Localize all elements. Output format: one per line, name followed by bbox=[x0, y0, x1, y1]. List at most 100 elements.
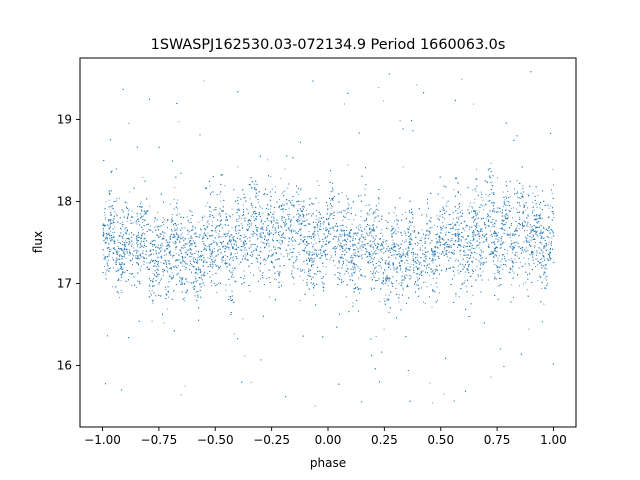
data-point bbox=[179, 213, 181, 215]
data-point bbox=[418, 264, 420, 265]
data-point bbox=[136, 215, 138, 217]
data-point bbox=[471, 235, 473, 237]
data-point bbox=[243, 249, 245, 251]
data-point bbox=[461, 209, 463, 211]
data-point bbox=[252, 236, 254, 237]
data-point bbox=[339, 275, 341, 277]
data-point bbox=[395, 268, 397, 270]
data-point bbox=[132, 222, 134, 224]
data-point bbox=[373, 275, 374, 277]
data-point bbox=[401, 271, 403, 273]
data-point bbox=[506, 265, 507, 267]
data-point bbox=[154, 265, 156, 267]
data-point bbox=[302, 279, 304, 281]
data-point bbox=[198, 221, 200, 223]
data-point bbox=[393, 269, 395, 271]
data-point bbox=[498, 237, 500, 239]
data-point bbox=[482, 271, 484, 273]
data-point bbox=[126, 220, 128, 222]
data-point bbox=[163, 221, 165, 222]
data-point bbox=[344, 103, 345, 105]
data-point bbox=[463, 229, 465, 231]
data-point bbox=[136, 223, 138, 225]
data-point bbox=[121, 226, 123, 228]
data-point bbox=[472, 189, 474, 191]
data-point bbox=[259, 205, 260, 207]
data-point bbox=[124, 245, 126, 247]
data-point bbox=[481, 237, 483, 239]
data-point bbox=[177, 265, 179, 267]
data-point bbox=[523, 251, 524, 253]
data-point bbox=[336, 226, 338, 228]
data-point bbox=[111, 232, 113, 234]
data-point bbox=[522, 196, 524, 198]
data-point bbox=[249, 223, 250, 225]
data-point bbox=[432, 290, 434, 292]
data-point bbox=[408, 241, 410, 243]
data-point bbox=[195, 281, 197, 283]
data-point bbox=[482, 241, 484, 243]
data-point bbox=[473, 103, 475, 105]
data-point bbox=[460, 239, 462, 241]
data-point bbox=[493, 235, 495, 237]
data-point bbox=[137, 235, 139, 237]
data-point bbox=[186, 216, 188, 218]
data-point bbox=[327, 236, 328, 238]
data-point bbox=[398, 227, 399, 229]
data-point bbox=[444, 218, 445, 220]
data-point bbox=[430, 284, 432, 286]
data-point bbox=[281, 192, 283, 194]
data-point bbox=[539, 234, 541, 236]
data-point bbox=[412, 230, 414, 232]
data-point bbox=[309, 268, 311, 270]
data-point bbox=[422, 245, 423, 247]
data-point bbox=[139, 258, 141, 260]
data-point bbox=[506, 253, 508, 255]
data-point bbox=[189, 265, 191, 267]
data-point bbox=[225, 289, 227, 291]
data-point bbox=[128, 254, 130, 256]
data-point bbox=[231, 257, 233, 259]
data-point bbox=[367, 214, 369, 216]
data-point bbox=[146, 262, 148, 264]
data-point bbox=[313, 203, 315, 205]
data-point bbox=[295, 231, 297, 233]
data-point bbox=[311, 259, 313, 261]
data-point bbox=[356, 246, 358, 248]
data-point bbox=[393, 212, 395, 214]
data-point bbox=[469, 249, 471, 251]
data-point bbox=[526, 289, 528, 290]
data-point bbox=[221, 258, 223, 260]
data-point bbox=[123, 251, 125, 253]
data-point bbox=[419, 274, 421, 276]
data-point bbox=[224, 234, 225, 236]
data-point bbox=[298, 252, 300, 253]
data-point bbox=[212, 274, 214, 275]
data-point bbox=[364, 194, 366, 196]
data-point bbox=[241, 217, 243, 219]
data-point bbox=[288, 207, 290, 209]
data-point bbox=[149, 225, 151, 227]
data-point bbox=[304, 246, 306, 248]
data-point bbox=[383, 298, 385, 300]
data-point bbox=[136, 239, 138, 241]
data-point bbox=[279, 265, 281, 267]
data-point bbox=[455, 258, 457, 260]
data-point bbox=[307, 250, 309, 252]
data-point bbox=[300, 218, 302, 220]
data-point bbox=[268, 213, 270, 215]
data-point bbox=[424, 238, 426, 240]
data-point bbox=[346, 264, 348, 266]
data-point bbox=[332, 226, 334, 228]
data-point bbox=[429, 275, 431, 277]
data-point bbox=[361, 249, 363, 251]
data-point bbox=[507, 216, 509, 218]
data-point bbox=[183, 240, 185, 242]
data-point bbox=[231, 267, 233, 269]
data-point bbox=[509, 202, 511, 204]
data-point bbox=[104, 218, 106, 220]
data-point bbox=[479, 228, 481, 230]
data-point bbox=[417, 231, 419, 233]
data-point bbox=[485, 217, 487, 219]
data-point bbox=[115, 259, 117, 261]
